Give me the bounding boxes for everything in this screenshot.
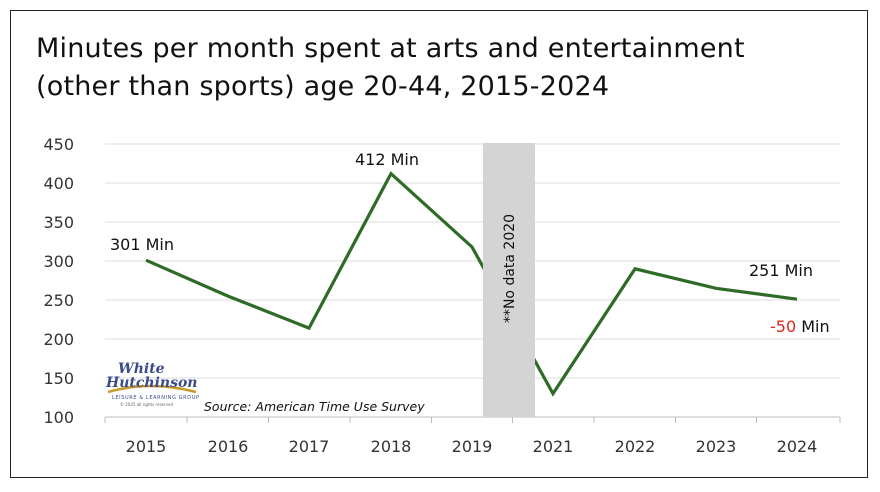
x-tick-2015: 2015 — [126, 437, 167, 456]
logo-tagline: LEISURE & LEARNING GROUP — [112, 395, 200, 401]
y-tick-200: 200 — [43, 330, 74, 349]
source-note: Source: American Time Use Survey — [204, 399, 425, 414]
chart-frame — [10, 10, 868, 478]
annotation-2018: 412 Min — [355, 150, 419, 169]
y-tick-250: 250 — [43, 291, 74, 310]
no-data-label: **No data 2020 — [502, 214, 518, 323]
chart-title-line-2: (other than sports) age 20-44, 2015-2024 — [36, 71, 610, 102]
y-tick-400: 400 — [43, 174, 74, 193]
annotation-2024: 251 Min — [749, 261, 813, 280]
x-tick-2018: 2018 — [371, 437, 412, 456]
no-data-band: **No data 2020 — [483, 143, 535, 417]
logo-line-2: Hutchinson — [105, 375, 197, 391]
annotation-2015: 301 Min — [110, 235, 174, 254]
y-tick-450: 450 — [43, 135, 74, 154]
x-tick-2024: 2024 — [777, 437, 818, 456]
y-tick-100: 100 — [43, 408, 74, 427]
chart-title-line-1: Minutes per month spent at arts and ente… — [36, 33, 745, 64]
x-tick-2019: 2019 — [452, 437, 493, 456]
no-data-rect — [483, 143, 535, 417]
x-axis-ticks: 2015 2016 2017 2018 2019 2021 2022 2023 2024 — [104, 417, 841, 456]
series-line — [145, 171, 798, 397]
chart-title: Minutes per month spent at arts and ente… — [36, 30, 836, 106]
change-unit: Min — [796, 317, 829, 336]
series-line-path — [145, 171, 798, 397]
gridlines — [105, 143, 840, 418]
x-tick-2021: 2021 — [533, 437, 574, 456]
x-tick-2016: 2016 — [208, 437, 249, 456]
x-tick-2022: 2022 — [615, 437, 656, 456]
change-annotation: -50 Min — [770, 317, 830, 336]
y-tick-150: 150 — [43, 369, 74, 388]
x-tick-2023: 2023 — [696, 437, 737, 456]
logo-copyright: © 2025 all rights reserved — [120, 402, 173, 407]
y-tick-350: 350 — [43, 213, 74, 232]
logo-line-1: White — [118, 361, 165, 377]
change-value: -50 — [770, 317, 796, 336]
y-axis-ticks: 100 150 200 250 300 350 400 450 — [43, 135, 74, 427]
logo-swoosh — [107, 384, 197, 394]
data-annotations: 301 Min 412 Min 251 Min -50 Min — [110, 150, 830, 336]
y-tick-300: 300 — [43, 252, 74, 271]
x-tick-2017: 2017 — [289, 437, 330, 456]
